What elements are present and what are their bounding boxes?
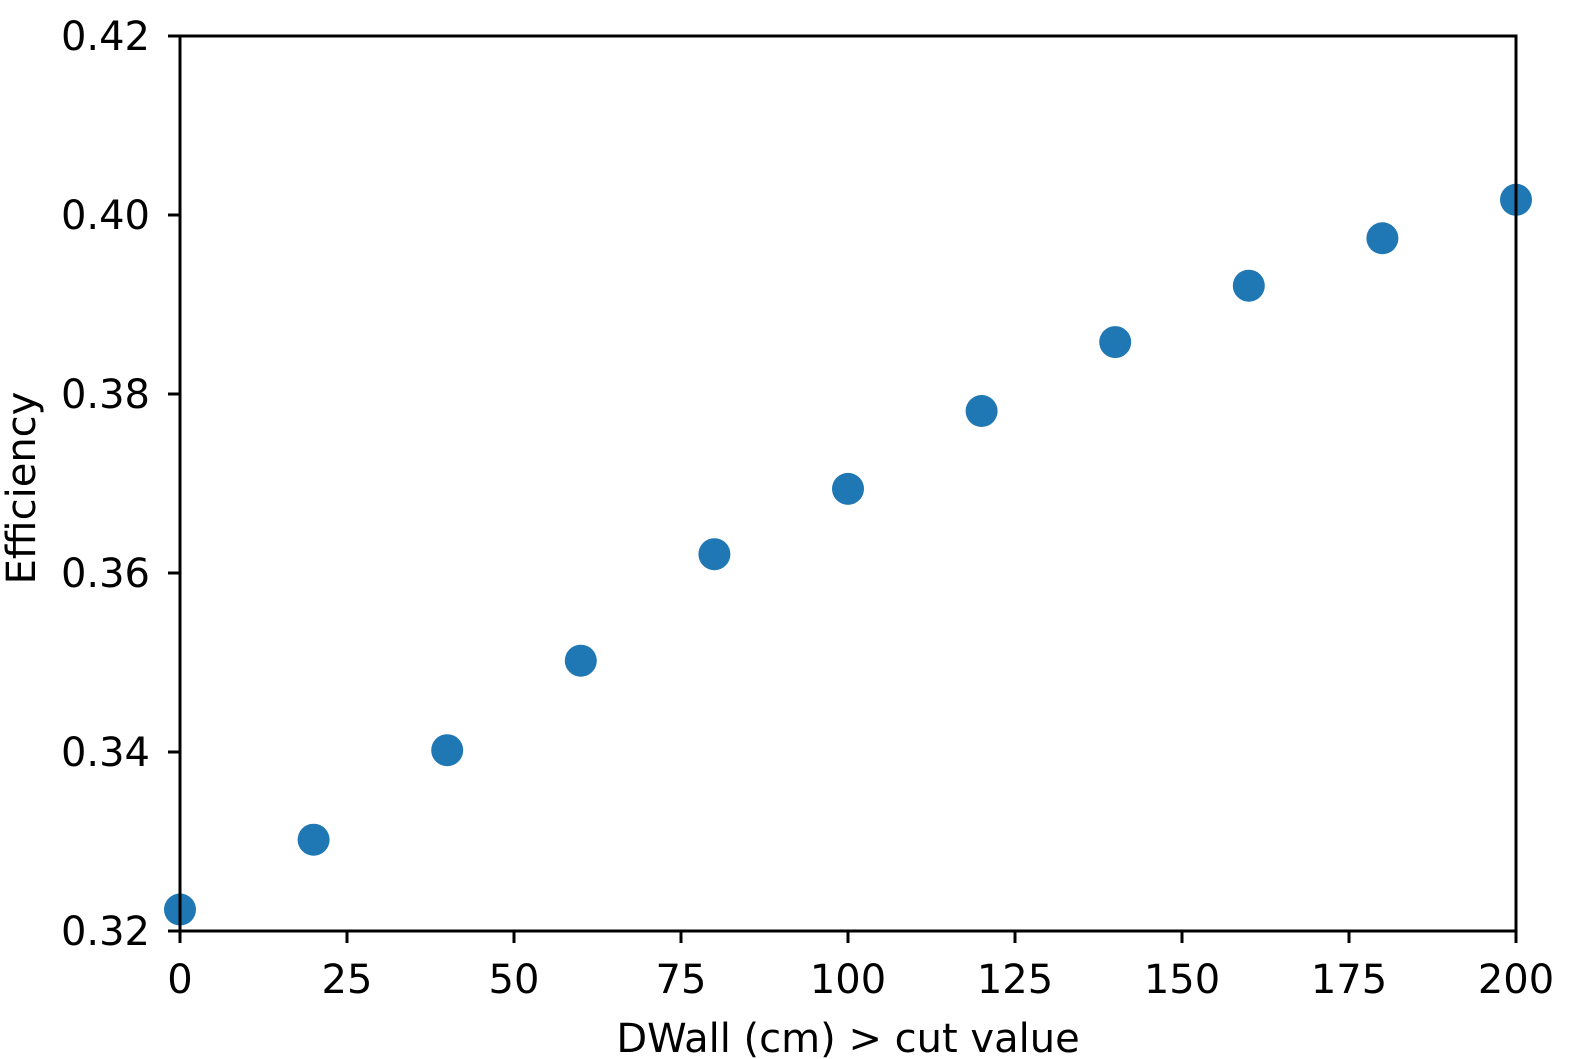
data-point xyxy=(297,823,330,856)
data-point xyxy=(1099,326,1132,359)
x-tick-label: 125 xyxy=(977,957,1053,1003)
x-tick-label: 200 xyxy=(1478,957,1554,1003)
x-tick-label: 0 xyxy=(167,957,192,1003)
data-point xyxy=(1232,269,1265,302)
x-axis-label: DWall (cm) > cut value xyxy=(616,1016,1079,1059)
x-tick-label: 50 xyxy=(489,957,540,1003)
y-axis-label: Efficiency xyxy=(0,392,45,585)
x-tick-label: 25 xyxy=(322,957,373,1003)
y-tick-label: 0.32 xyxy=(61,909,150,955)
y-tick-label: 0.42 xyxy=(61,14,150,60)
x-axis-ticks: 0 25 50 75 100 125 150 175 200 xyxy=(167,931,1554,1003)
data-point xyxy=(698,538,731,571)
x-tick-label: 100 xyxy=(810,957,886,1003)
data-point xyxy=(431,734,464,767)
data-point xyxy=(965,395,998,428)
x-tick-label: 75 xyxy=(656,957,707,1003)
x-tick-label: 175 xyxy=(1311,957,1387,1003)
data-point xyxy=(832,472,864,505)
plot-frame xyxy=(178,34,1518,933)
y-tick-label: 0.38 xyxy=(61,372,150,418)
data-point xyxy=(1366,222,1399,255)
data-point xyxy=(564,644,597,677)
y-tick-label: 0.36 xyxy=(61,551,150,597)
y-axis-ticks: 0.32 0.34 0.36 0.38 0.40 0.42 xyxy=(61,14,180,955)
y-tick-label: 0.40 xyxy=(61,193,150,239)
x-tick-label: 150 xyxy=(1144,957,1220,1003)
y-tick-label: 0.34 xyxy=(61,730,150,776)
data-points xyxy=(164,183,1532,926)
